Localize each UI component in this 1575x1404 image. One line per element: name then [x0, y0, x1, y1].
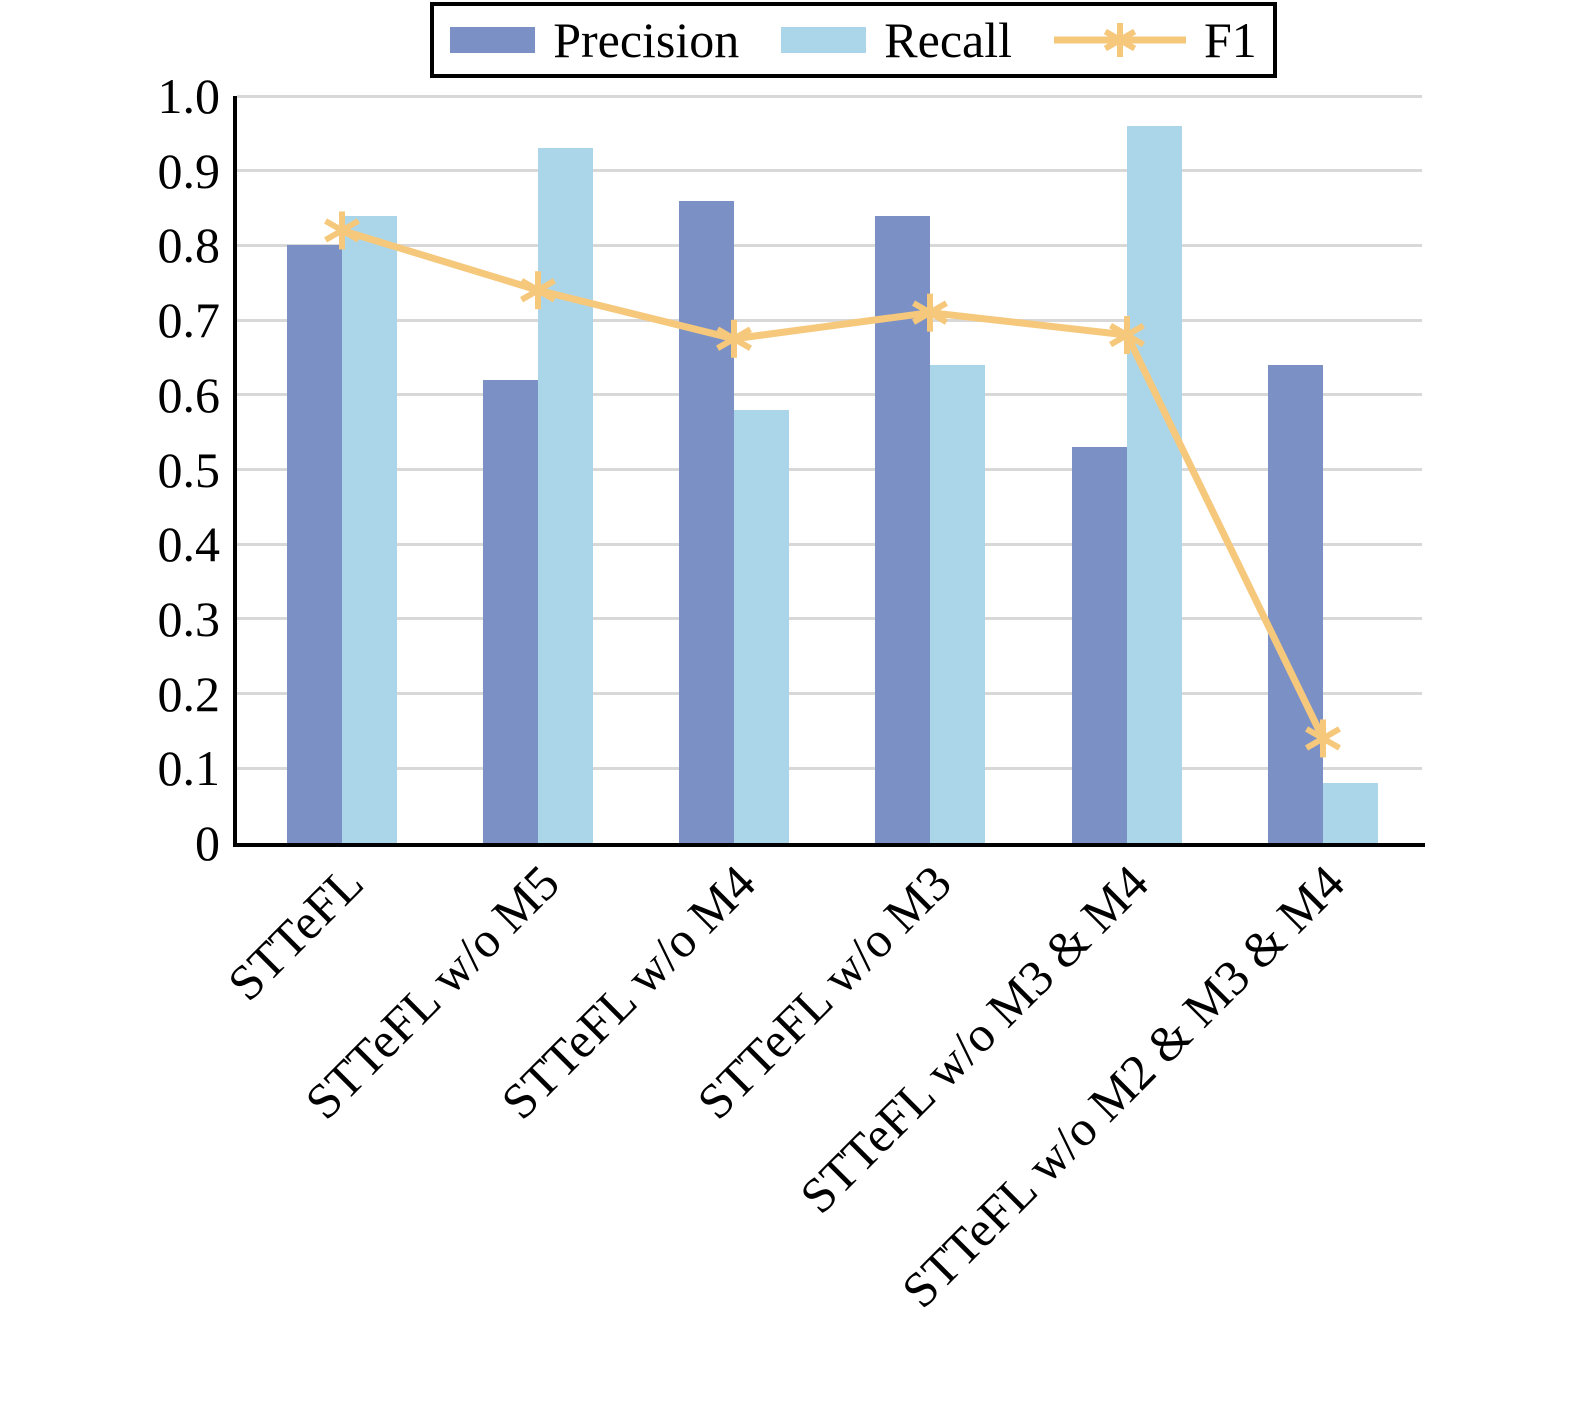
plot-area [233, 94, 1425, 847]
bar-recall-1 [538, 148, 593, 843]
gridline [237, 468, 1422, 471]
y-tick-label-0.3: 0.3 [157, 590, 221, 647]
bar-precision-0 [287, 245, 342, 843]
bar-precision-2 [679, 200, 734, 843]
f1-asterisk-marker [1109, 316, 1145, 355]
y-tick-label-1.0: 1.0 [157, 68, 221, 124]
y-tick-label-0.1: 0.1 [157, 740, 221, 797]
y-tick-label-0.4: 0.4 [157, 516, 221, 573]
bar-precision-4 [1072, 447, 1127, 843]
bar-recall-2 [734, 409, 789, 843]
y-tick-label-0.8: 0.8 [157, 217, 221, 274]
x-tick-label-0: STTeFL [216, 854, 374, 1012]
y-tick-label-0: 0 [195, 815, 220, 871]
y-tick-label-0.5: 0.5 [157, 441, 221, 498]
gridline [237, 692, 1422, 696]
y-tick-label-0.2: 0.2 [157, 665, 221, 722]
f1-line-marker-sample [1054, 23, 1186, 57]
legend: Precision Recall F1 [430, 2, 1277, 78]
gridline [237, 542, 1422, 546]
bar-recall-5 [1323, 783, 1378, 843]
y-axis-line [233, 96, 237, 847]
gridline [237, 169, 1422, 173]
recall-swatch [781, 27, 867, 53]
gridline [237, 94, 1422, 98]
gridline [237, 617, 1422, 621]
legend-item-f1: F1 [1054, 10, 1257, 70]
precision-swatch [450, 27, 536, 53]
f1-asterisk-marker [912, 293, 948, 332]
f1-asterisk-marker [520, 271, 556, 310]
bar-recall-3 [930, 364, 985, 843]
bar-recall-0 [342, 215, 397, 843]
bar-precision-5 [1268, 364, 1323, 843]
x-axis-line [233, 843, 1425, 847]
f1-asterisk-marker [1305, 719, 1341, 758]
legend-item-recall: Recall [781, 10, 1012, 70]
y-tick-label-0.6: 0.6 [157, 366, 221, 423]
f1-asterisk-marker [324, 211, 360, 250]
legend-item-precision: Precision [450, 10, 739, 70]
gridline [237, 318, 1422, 322]
x-tick-label-4: STTeFL w/o M3 & M4 [789, 854, 1159, 1224]
legend-label-f1: F1 [1204, 12, 1257, 68]
gridline [237, 766, 1422, 770]
legend-label-recall: Recall [884, 12, 1012, 68]
gridline [237, 393, 1422, 397]
bar-recall-4 [1127, 125, 1182, 843]
bar-precision-1 [483, 379, 538, 843]
f1-asterisk-marker [716, 319, 752, 358]
legend-label-precision: Precision [553, 12, 740, 68]
y-tick-label-0.9: 0.9 [157, 142, 221, 199]
gridline [237, 243, 1422, 247]
f1-line [324, 211, 1341, 758]
y-tick-label-0.7: 0.7 [157, 292, 221, 349]
